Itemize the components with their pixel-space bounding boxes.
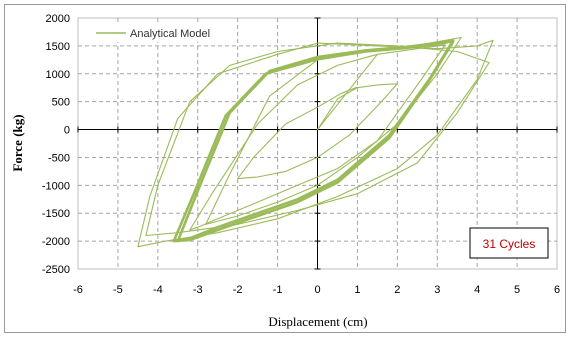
x-tick-label: -1	[273, 284, 283, 296]
x-tick-label: 0	[314, 284, 320, 296]
x-tick-label: 1	[354, 284, 360, 296]
y-tick-label: -2000	[42, 236, 70, 248]
y-tick-label: 0	[64, 125, 70, 137]
cycles-box	[469, 227, 549, 259]
x-tick-label: 5	[514, 284, 520, 296]
y-tick-label: 1000	[46, 69, 70, 81]
hysteresis-loop	[172, 40, 455, 243]
hysteresis-loop	[189, 44, 446, 231]
x-tick-label: -3	[193, 284, 203, 296]
x-tick-label: -2	[233, 284, 243, 296]
x-tick-label: 3	[434, 284, 440, 296]
x-tick-label: -5	[113, 284, 123, 296]
x-tick-label: -4	[153, 284, 163, 296]
cycles-annotation: 31 Cycles	[469, 227, 549, 259]
y-tick-label: 500	[52, 97, 70, 109]
hysteresis-loop	[137, 39, 494, 248]
y-tick-label: -2500	[42, 264, 70, 276]
chart-frame	[4, 4, 566, 333]
y-tick-label: -1500	[42, 208, 70, 220]
x-tick-label: -6	[73, 284, 83, 296]
legend: Analytical Model	[88, 22, 234, 42]
x-tick-label: 6	[554, 284, 560, 296]
cycles-label: 31 Cycles	[483, 237, 536, 251]
x-tick-label: 4	[474, 284, 480, 296]
hysteresis-loop	[145, 42, 490, 237]
legend-label: Analytical Model	[130, 28, 210, 40]
hysteresis-loop	[205, 36, 462, 225]
x-axis-title: Displacement (cm)	[268, 314, 367, 329]
series-analytical-model	[137, 36, 494, 248]
y-tick-label: 2000	[46, 13, 70, 25]
legend-box	[88, 22, 234, 42]
hysteresis-loop	[237, 83, 398, 180]
x-tick-label: 2	[394, 284, 400, 296]
hysteresis-loop	[176, 38, 455, 243]
tick-labels: -6 -5 -4 -3 -2 -1 0 1 2 3 4 5 6 -2500 -2000 -1500 -1000 -…	[42, 13, 560, 296]
y-tick-label: 1500	[46, 41, 70, 53]
y-tick-label: -1000	[42, 180, 70, 192]
y-axis-title: Force (kg)	[10, 114, 25, 171]
y-tick-label: -500	[48, 152, 70, 164]
